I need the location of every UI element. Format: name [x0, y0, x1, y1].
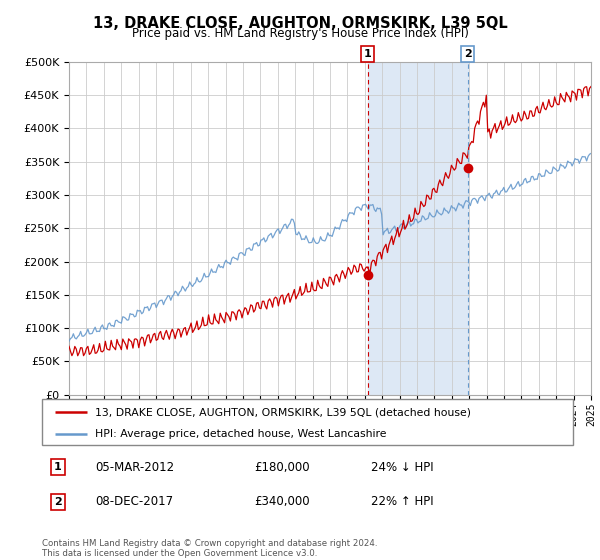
Text: 24% ↓ HPI: 24% ↓ HPI	[371, 460, 434, 474]
Text: 13, DRAKE CLOSE, AUGHTON, ORMSKIRK, L39 5QL (detached house): 13, DRAKE CLOSE, AUGHTON, ORMSKIRK, L39 …	[95, 407, 471, 417]
Text: Contains HM Land Registry data © Crown copyright and database right 2024.
This d: Contains HM Land Registry data © Crown c…	[42, 539, 377, 558]
Text: 1: 1	[54, 462, 62, 472]
FancyBboxPatch shape	[42, 399, 573, 445]
Text: Price paid vs. HM Land Registry's House Price Index (HPI): Price paid vs. HM Land Registry's House …	[131, 27, 469, 40]
Text: 2: 2	[464, 49, 472, 59]
Text: 05-MAR-2012: 05-MAR-2012	[95, 460, 174, 474]
Text: £340,000: £340,000	[254, 495, 310, 508]
Text: 22% ↑ HPI: 22% ↑ HPI	[371, 495, 434, 508]
Text: 2: 2	[54, 497, 62, 507]
Text: HPI: Average price, detached house, West Lancashire: HPI: Average price, detached house, West…	[95, 429, 386, 438]
Text: 13, DRAKE CLOSE, AUGHTON, ORMSKIRK, L39 5QL: 13, DRAKE CLOSE, AUGHTON, ORMSKIRK, L39 …	[92, 16, 508, 31]
Bar	[368, 62, 468, 395]
Text: 1: 1	[364, 49, 371, 59]
Text: £180,000: £180,000	[254, 460, 310, 474]
Text: 08-DEC-2017: 08-DEC-2017	[95, 495, 173, 508]
